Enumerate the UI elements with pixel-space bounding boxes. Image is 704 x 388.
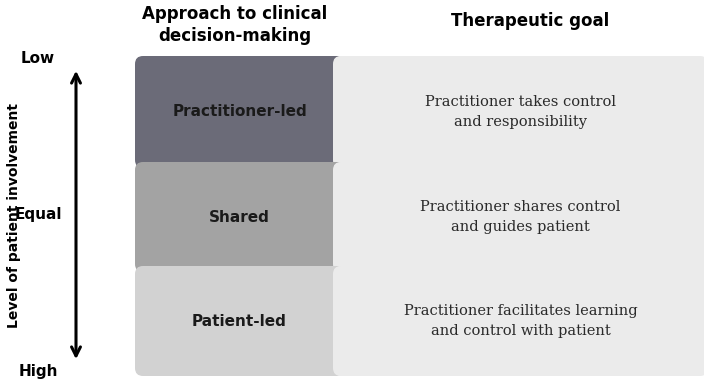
Text: Practitioner facilitates learning
and control with patient: Practitioner facilitates learning and co… — [403, 304, 637, 338]
Text: High: High — [18, 364, 58, 379]
FancyBboxPatch shape — [333, 162, 704, 272]
Text: Practitioner takes control
and responsibility: Practitioner takes control and responsib… — [425, 95, 616, 129]
FancyBboxPatch shape — [135, 266, 344, 376]
Text: Low: Low — [21, 51, 55, 66]
FancyBboxPatch shape — [135, 56, 344, 168]
Text: Shared: Shared — [209, 210, 270, 225]
Text: Practitioner-led: Practitioner-led — [172, 104, 307, 120]
Text: Approach to clinical
decision-making: Approach to clinical decision-making — [142, 5, 327, 45]
Text: Patient-led: Patient-led — [192, 314, 287, 329]
FancyBboxPatch shape — [135, 162, 344, 272]
FancyBboxPatch shape — [333, 56, 704, 168]
Text: Therapeutic goal: Therapeutic goal — [451, 12, 609, 30]
Text: Practitioner shares control
and guides patient: Practitioner shares control and guides p… — [420, 200, 621, 234]
FancyBboxPatch shape — [333, 266, 704, 376]
Text: Equal: Equal — [14, 208, 62, 222]
Text: Level of patient involvement: Level of patient involvement — [7, 102, 21, 327]
